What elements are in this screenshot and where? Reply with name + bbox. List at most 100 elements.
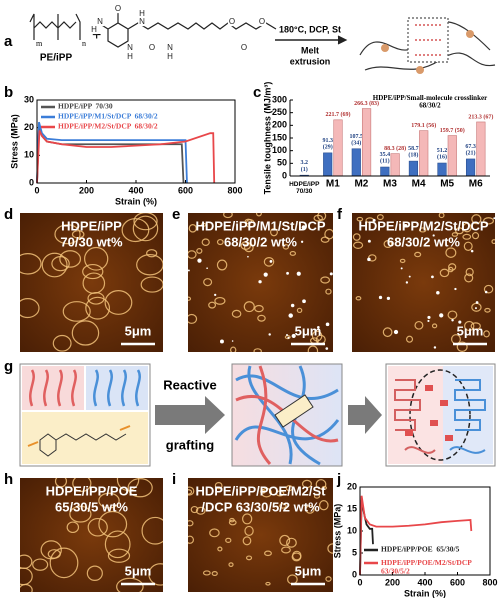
domain [69, 505, 92, 523]
bar [476, 121, 486, 177]
y-tick-label: 150 [272, 132, 287, 142]
bright-spot [475, 301, 479, 304]
domain [98, 492, 120, 509]
domain [352, 233, 361, 241]
domain [104, 530, 131, 559]
atom-bg [239, 43, 249, 53]
domain [471, 214, 482, 225]
domain [320, 276, 331, 284]
atom-bg [113, 4, 123, 14]
domain [141, 516, 163, 545]
domain [462, 233, 472, 240]
domain [464, 320, 475, 332]
plot-frame [359, 486, 491, 576]
value-label: 51.2 (16) [437, 148, 448, 161]
domain [71, 230, 85, 239]
domain [313, 493, 321, 499]
panel-label: i [172, 471, 176, 488]
scheme-a-dots [381, 30, 474, 74]
bright-spot [484, 290, 488, 294]
subscript: n [82, 39, 86, 48]
value-label: 58.7 (18) [408, 147, 419, 160]
domain [245, 555, 253, 561]
process: Melt [301, 45, 319, 55]
bright-spot [231, 340, 234, 342]
domain [321, 485, 328, 490]
domain [286, 537, 297, 548]
texture [20, 478, 163, 592]
value-label: 266.3 (83) [354, 100, 379, 107]
domain [307, 345, 319, 352]
y-axis-label: Tensile toughness (MJ/m³) [262, 82, 272, 195]
domain [41, 252, 68, 278]
bright-spot [291, 333, 296, 339]
x-tick-label: M4 [412, 179, 426, 190]
domain [188, 489, 193, 495]
domain [471, 232, 480, 240]
bright-spot [188, 269, 190, 272]
domain [470, 322, 481, 330]
domain [265, 581, 271, 586]
atom-bg [257, 17, 267, 27]
texture [20, 213, 163, 352]
domain [260, 489, 266, 494]
domain [146, 249, 158, 258]
conditions: 180°C, DCP, St [279, 24, 341, 34]
atom-label: H [139, 9, 145, 18]
domain [98, 510, 128, 538]
value-label: 213.3 (67) [468, 113, 493, 120]
value-label: 159.7 (50) [440, 127, 465, 134]
domain [324, 228, 333, 240]
domain [188, 313, 198, 324]
x-axis-label: Strain (%) [404, 588, 446, 598]
bright-spot [288, 313, 293, 318]
domain [136, 254, 163, 276]
domain [418, 227, 427, 233]
step-label: grafting [166, 437, 214, 452]
caption: 70/30 wt% [60, 234, 123, 249]
atom-bg [138, 17, 147, 27]
domain [241, 513, 253, 525]
domain [447, 310, 458, 320]
caption: HDPE/iPP/POE [46, 483, 138, 498]
series-line [36, 127, 185, 184]
domain [279, 503, 287, 509]
micrograph-bg [20, 213, 163, 352]
domain [282, 244, 290, 250]
y-tick-label: 0 [352, 569, 357, 579]
atom-bg [166, 43, 175, 53]
bright-spot [427, 319, 430, 323]
atom-bg [138, 9, 147, 19]
bright-spot [206, 267, 208, 270]
domain [355, 296, 362, 301]
bright-spot [427, 315, 431, 319]
domain [376, 214, 384, 221]
domain [270, 227, 278, 237]
atom-bg [227, 17, 237, 27]
y-tick-label: 10 [347, 525, 357, 535]
domain [465, 267, 474, 277]
subscript: m [36, 39, 43, 48]
domain [86, 565, 103, 581]
caption: 68/30/2 wt% [224, 234, 297, 249]
domain [463, 241, 473, 251]
panel-label: a [4, 33, 13, 50]
x-tick-label: 0 [34, 185, 39, 195]
domain [140, 276, 163, 293]
bright-spot [258, 280, 262, 284]
scale-label: 5μm [295, 563, 322, 578]
bright-spot [219, 339, 224, 344]
caption: 65/30/5 wt% [55, 499, 128, 514]
domain [275, 490, 285, 497]
domain [20, 253, 42, 275]
chart-title: HDPE/iPP/Small-molecule crosslinker 68/30… [373, 94, 487, 110]
domain [253, 348, 262, 352]
panel-label: b [4, 84, 13, 101]
value-label: 88.3 (28) [384, 145, 406, 152]
domain [20, 298, 40, 319]
process: extrusion [290, 56, 331, 66]
domain [263, 257, 275, 267]
atom-label: N [127, 43, 133, 52]
reactant-label: PE/iPP [40, 53, 73, 64]
legend-label: HDPE/iPP/POE 65/30/5 [381, 545, 460, 554]
